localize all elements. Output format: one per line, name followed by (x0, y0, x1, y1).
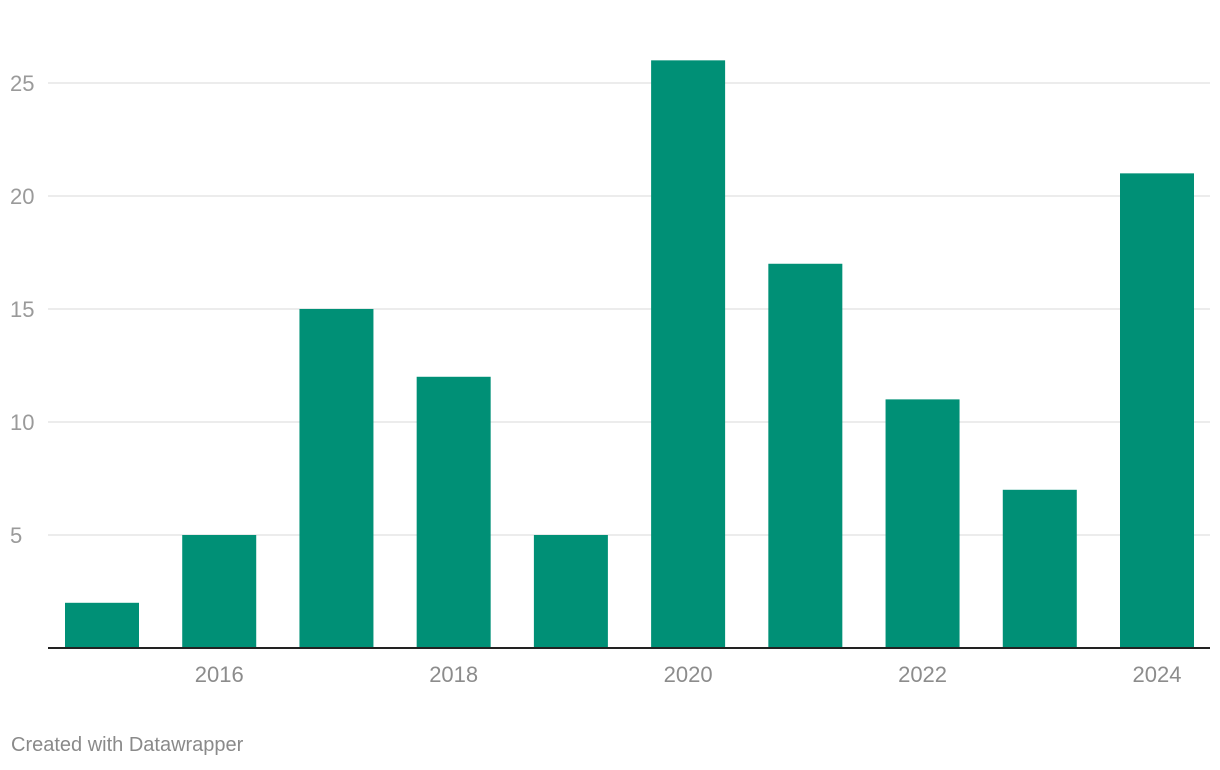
x-axis-tick-labels: 2016 2018 2020 2022 2024 (195, 662, 1182, 687)
bar-2015 (65, 602, 139, 648)
bar-2018 (416, 376, 491, 648)
bar-2020 (651, 60, 726, 649)
y-tick-label: 25 (10, 71, 34, 96)
bar-2022 (885, 399, 960, 648)
y-axis-tick-labels: 5 10 15 20 25 (10, 71, 34, 548)
x-tick-label: 2022 (898, 662, 947, 687)
bar-2021 (768, 263, 843, 648)
x-tick-label: 2016 (195, 662, 244, 687)
y-tick-label: 10 (10, 410, 34, 435)
bar-2019 (533, 534, 608, 648)
y-tick-label: 20 (10, 184, 34, 209)
y-tick-label: 15 (10, 297, 34, 322)
x-tick-label: 2018 (429, 662, 478, 687)
bars (65, 60, 1194, 649)
gridlines (48, 82, 1210, 536)
x-tick-label: 2024 (1133, 662, 1182, 687)
bar-2017 (299, 308, 374, 648)
y-tick-label: 5 (10, 523, 22, 548)
bar-chart: 5 10 15 20 25 2016 2018 2020 2022 2024 (10, 60, 1210, 687)
bar-2023 (1002, 489, 1077, 648)
x-tick-label: 2020 (664, 662, 713, 687)
bar-2024 (1120, 173, 1194, 649)
chart-credit: Created with Datawrapper (11, 734, 244, 756)
bar-2016 (182, 534, 257, 648)
